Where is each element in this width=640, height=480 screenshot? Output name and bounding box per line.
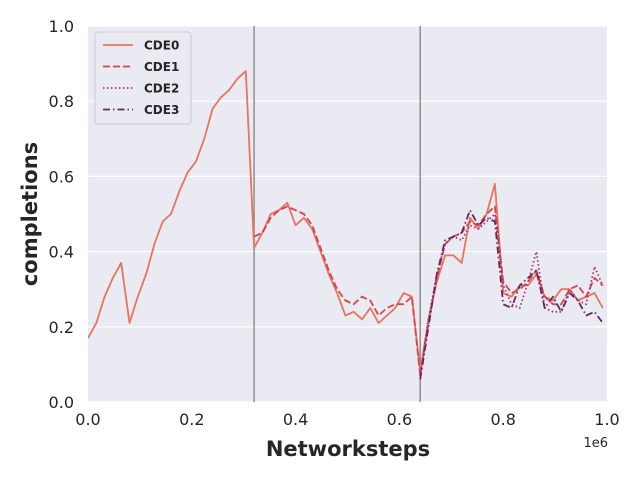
legend-label-cde0: CDE0 (144, 39, 179, 53)
x-tick-label: 0.6 (387, 410, 412, 429)
series-lines (88, 70, 604, 380)
series-line-cde3 (419, 209, 604, 380)
y-tick-label: 0.8 (49, 92, 74, 111)
y-tick-label: 1.0 (49, 17, 74, 36)
phase-divider-lines (253, 26, 421, 402)
x-tick-label: 0.0 (75, 410, 100, 429)
x-tick-label: 0.2 (179, 410, 204, 429)
y-tick-label: 0.2 (49, 318, 74, 337)
x-tick-label: 1.0 (594, 410, 619, 429)
legend-label-cde1: CDE1 (144, 60, 179, 74)
y-axis-label: completions (18, 142, 42, 286)
x-tick-label: 0.8 (490, 410, 515, 429)
legend-label-cde3: CDE3 (144, 103, 179, 117)
x-axis-offset-label: 1e6 (583, 436, 608, 451)
series-line-cde0 (88, 70, 604, 373)
y-tick-label: 0.4 (49, 243, 74, 262)
legend-box (94, 31, 192, 125)
legend: CDE0 CDE1 CDE2 CDE3 (94, 31, 192, 125)
y-tick-label: 0.6 (49, 167, 74, 186)
y-tick-label: 0.0 (49, 393, 74, 412)
gridlines (88, 25, 607, 403)
x-tick-label: 0.4 (283, 410, 308, 429)
legend-label-cde2: CDE2 (144, 82, 179, 96)
y-tick-labels: 0.0 0.2 0.4 0.6 0.8 1.0 (49, 17, 74, 412)
x-tick-labels: 0.0 0.2 0.4 0.6 0.8 1.0 (75, 410, 619, 429)
x-axis-label: Networksteps (266, 437, 430, 461)
